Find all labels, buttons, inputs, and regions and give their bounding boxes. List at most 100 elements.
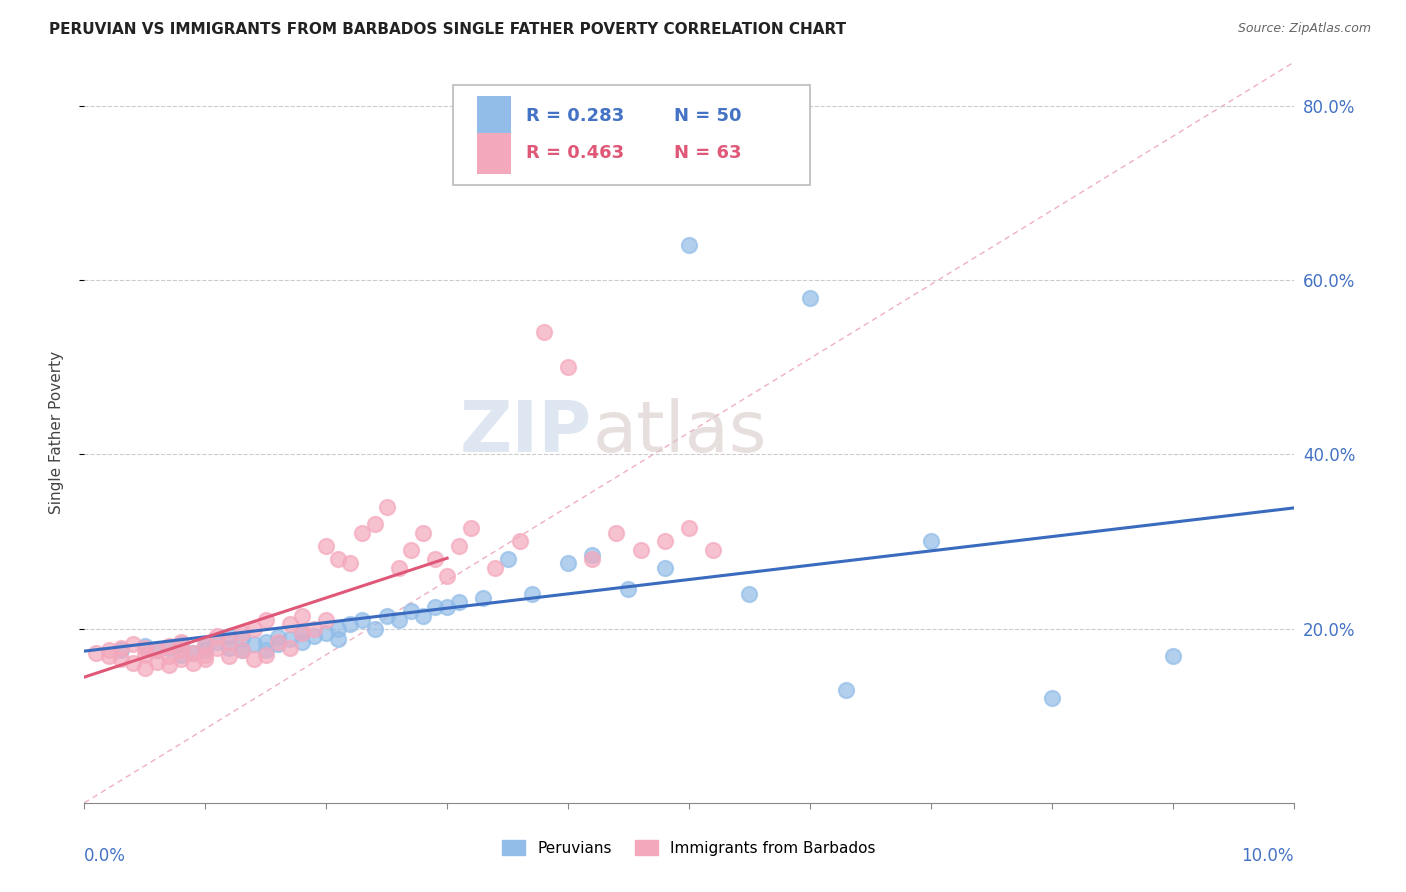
Point	[315, 539, 337, 553]
Point	[738, 587, 761, 601]
Point	[581, 548, 603, 562]
Point	[134, 661, 156, 675]
Point	[291, 634, 314, 648]
Text: ZIP: ZIP	[460, 398, 592, 467]
Point	[254, 613, 277, 627]
Point	[375, 500, 398, 514]
Legend: Peruvians, Immigrants from Barbados: Peruvians, Immigrants from Barbados	[496, 834, 882, 862]
Point	[134, 648, 156, 662]
Point	[363, 622, 385, 636]
Point	[654, 534, 676, 549]
Text: R = 0.463: R = 0.463	[526, 145, 624, 162]
Point	[302, 622, 325, 636]
Point	[157, 649, 180, 664]
Point	[218, 629, 240, 643]
Point	[194, 639, 217, 653]
Point	[557, 556, 579, 570]
Point	[496, 552, 519, 566]
Point	[388, 613, 411, 627]
Point	[267, 634, 290, 648]
Point	[557, 360, 579, 375]
Point	[302, 629, 325, 643]
Point	[170, 652, 193, 666]
Point	[231, 642, 253, 657]
Point	[328, 622, 350, 636]
Text: atlas: atlas	[592, 398, 766, 467]
Point	[581, 552, 603, 566]
Point	[231, 626, 253, 640]
Point	[460, 521, 482, 535]
Point	[218, 649, 240, 664]
Text: 10.0%: 10.0%	[1241, 847, 1294, 865]
Point	[146, 655, 169, 669]
FancyBboxPatch shape	[478, 133, 512, 174]
Point	[449, 595, 471, 609]
Point	[121, 657, 143, 671]
Point	[799, 291, 821, 305]
Point	[472, 591, 495, 606]
FancyBboxPatch shape	[453, 85, 810, 185]
Point	[654, 560, 676, 574]
Point	[254, 643, 277, 657]
Point	[291, 626, 314, 640]
Point	[254, 634, 277, 648]
Point	[121, 637, 143, 651]
Point	[278, 617, 301, 632]
Point	[920, 534, 942, 549]
Point	[702, 543, 724, 558]
Point	[207, 634, 229, 648]
Point	[388, 560, 411, 574]
Point	[352, 613, 374, 627]
Point	[399, 543, 422, 558]
Point	[399, 604, 422, 618]
Point	[509, 534, 531, 549]
Point	[436, 599, 458, 614]
Point	[110, 640, 132, 655]
Point	[207, 640, 229, 655]
Point	[97, 643, 120, 657]
Point	[375, 608, 398, 623]
Point	[170, 637, 193, 651]
Point	[423, 552, 446, 566]
Point	[520, 587, 543, 601]
Point	[110, 643, 132, 657]
Point	[231, 632, 253, 646]
Text: R = 0.283: R = 0.283	[526, 107, 624, 125]
Point	[678, 521, 700, 535]
Point	[605, 525, 627, 540]
Point	[218, 640, 240, 655]
Point	[146, 643, 169, 657]
Point	[278, 640, 301, 655]
Point	[194, 637, 217, 651]
Point	[423, 599, 446, 614]
Point	[86, 646, 108, 660]
Point	[181, 657, 204, 671]
Point	[134, 639, 156, 653]
Point	[170, 643, 193, 657]
FancyBboxPatch shape	[478, 95, 512, 136]
Point	[678, 238, 700, 252]
Point	[339, 556, 361, 570]
Point	[630, 543, 652, 558]
Point	[170, 648, 193, 662]
Point	[170, 634, 193, 648]
Point	[363, 517, 385, 532]
Y-axis label: Single Father Poverty: Single Father Poverty	[49, 351, 63, 514]
Point	[157, 658, 180, 673]
Point	[278, 632, 301, 646]
Point	[412, 525, 434, 540]
Point	[291, 608, 314, 623]
Point	[835, 682, 858, 697]
Point	[1040, 691, 1063, 706]
Point	[291, 626, 314, 640]
Point	[218, 634, 240, 648]
Point	[315, 626, 337, 640]
Point	[484, 560, 506, 574]
Point	[194, 643, 217, 657]
Point	[242, 652, 264, 666]
Point	[242, 622, 264, 636]
Point	[254, 648, 277, 662]
Point	[110, 652, 132, 666]
Point	[194, 648, 217, 662]
Point	[267, 637, 290, 651]
